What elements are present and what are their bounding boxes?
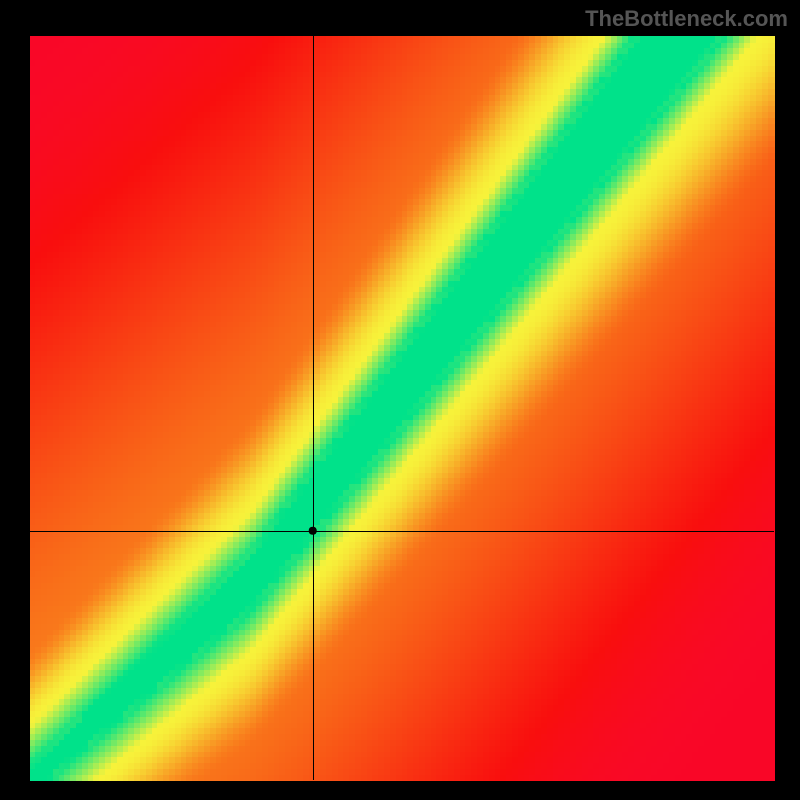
bottleneck-heatmap — [0, 0, 800, 800]
watermark-text: TheBottleneck.com — [585, 6, 788, 32]
chart-container: TheBottleneck.com — [0, 0, 800, 800]
